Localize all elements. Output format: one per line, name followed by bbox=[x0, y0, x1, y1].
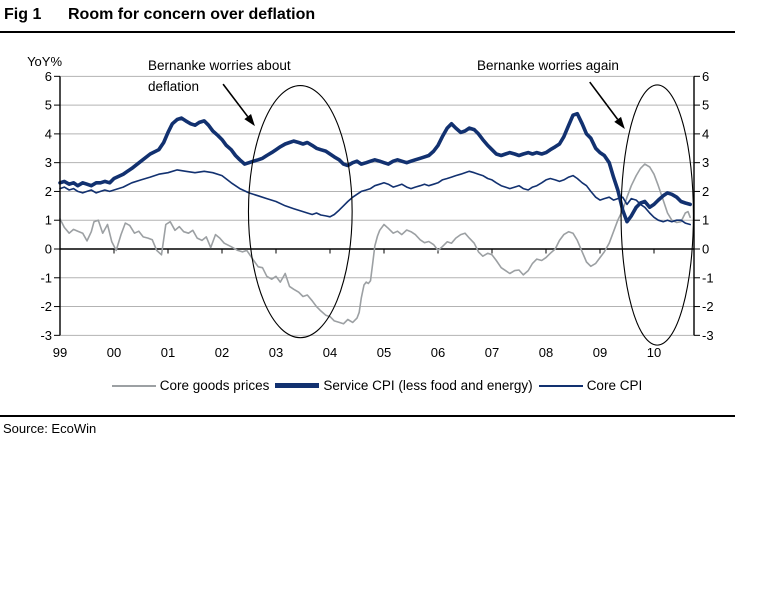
annotation-bernanke-again: Bernanke worries again bbox=[477, 55, 619, 76]
figure-title-row: Fig 1 Room for concern over deflation bbox=[4, 6, 315, 24]
series-core-cpi bbox=[59, 169, 692, 226]
tick-label: 2 bbox=[45, 184, 52, 199]
legend-label: Service CPI (less food and energy) bbox=[323, 378, 533, 393]
tick-label: 2 bbox=[702, 184, 709, 199]
tick-label: 4 bbox=[45, 126, 52, 141]
figure-number: Fig 1 bbox=[4, 6, 42, 23]
tick-label: -1 bbox=[40, 270, 52, 285]
series-service-cpi bbox=[58, 111, 693, 224]
annotation-arrow-head bbox=[244, 114, 255, 127]
legend-swatch-core-goods bbox=[111, 384, 156, 387]
legend-swatch-core-cpi bbox=[538, 384, 583, 387]
tick-label: 1 bbox=[45, 213, 52, 228]
legend-item-core-cpi: Core CPI bbox=[538, 378, 643, 393]
annotation-arrow-head bbox=[614, 116, 625, 129]
chart-legend: Core goods prices Service CPI (less food… bbox=[60, 378, 694, 393]
tick-label: 4 bbox=[702, 126, 709, 141]
tick-label: 00 bbox=[107, 345, 121, 360]
legend-item-service-cpi: Service CPI (less food and energy) bbox=[275, 378, 533, 393]
tick-label: -2 bbox=[40, 299, 52, 314]
tick-label: -1 bbox=[702, 270, 714, 285]
tick-label: 5 bbox=[702, 98, 709, 113]
tick-label: 09 bbox=[593, 345, 607, 360]
tick-label: -3 bbox=[702, 328, 714, 343]
annotation-arrow-line bbox=[222, 83, 249, 118]
bottom-divider bbox=[0, 415, 735, 417]
tick-label: 5 bbox=[45, 98, 52, 113]
tick-label: 06 bbox=[431, 345, 445, 360]
annotation-arrow-line bbox=[589, 81, 619, 120]
legend-label: Core CPI bbox=[586, 378, 643, 393]
legend-label: Core goods prices bbox=[159, 378, 270, 393]
legend-swatch-service-cpi bbox=[275, 383, 320, 388]
tick-label: 6 bbox=[702, 69, 709, 84]
tick-label: 08 bbox=[539, 345, 553, 360]
annotation-line: Bernanke worries again bbox=[477, 58, 619, 73]
tick-label: 6 bbox=[45, 69, 52, 84]
annotation-line: deflation bbox=[148, 79, 200, 94]
tick-label: 10 bbox=[647, 345, 661, 360]
series-core-goods-prices bbox=[59, 163, 692, 325]
tick-label: 3 bbox=[45, 155, 52, 170]
annotation-ellipse bbox=[247, 84, 353, 339]
tick-label: 99 bbox=[53, 345, 67, 360]
tick-label: 1 bbox=[702, 213, 709, 228]
tick-label: 05 bbox=[377, 345, 391, 360]
tick-label: 07 bbox=[485, 345, 499, 360]
tick-label: 0 bbox=[45, 242, 52, 257]
tick-label: -2 bbox=[702, 299, 714, 314]
tick-label: 04 bbox=[323, 345, 337, 360]
top-divider bbox=[0, 31, 735, 33]
tick-label: 02 bbox=[215, 345, 229, 360]
tick-label: 3 bbox=[702, 155, 709, 170]
annotation-ellipse bbox=[620, 84, 694, 346]
tick-label: 0 bbox=[702, 242, 709, 257]
tick-label: 01 bbox=[161, 345, 175, 360]
source-note: Source: EcoWin bbox=[3, 421, 97, 436]
annotation-line: Bernanke worries about bbox=[148, 58, 291, 73]
legend-item-core-goods: Core goods prices bbox=[111, 378, 270, 393]
y-axis-unit-label: YoY% bbox=[27, 54, 62, 69]
tick-label: -3 bbox=[40, 328, 52, 343]
figure-title: Room for concern over deflation bbox=[68, 6, 316, 23]
annotation-bernanke-deflation: Bernanke worries about deflation bbox=[148, 55, 291, 97]
tick-label: 03 bbox=[269, 345, 283, 360]
